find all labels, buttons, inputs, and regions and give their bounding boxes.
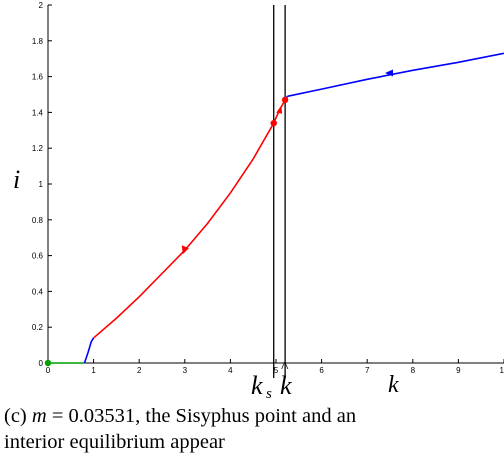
direction-arrow [181,245,189,255]
x-tick-label: 6 [319,366,324,375]
svg-text:^: ^ [281,359,289,376]
x-tick-label: 4 [228,366,233,375]
chart: 0 0.2 0.4 0.6 0.8 1 1.2 1.4 1.6 1.8 2 0 1 2 3 4 5 6 7 8 9 10… [13,1,504,400]
x-tick-label: 5 [274,366,279,375]
x-tick-label: 3 [183,366,188,375]
direction-arrow [276,105,283,114]
x-tick-label: 2 [137,366,142,375]
y-tick-label: 0 [39,359,44,368]
svg-text:s: s [266,386,272,400]
x-tick-label: 10 [500,366,504,375]
y-tick-label: 1.6 [32,73,44,82]
y-tick-label: 0.6 [32,252,44,261]
y-tick-label: 0.8 [32,216,44,225]
vline-label-ks: k s [251,371,272,400]
y-tick-label: 2 [39,1,44,10]
equilibrium-point [270,119,277,127]
figure-caption: (c) m = 0.03531, the Sisyphus point and … [4,403,504,455]
svg-text:k: k [251,371,263,400]
plot-area: 0 0.2 0.4 0.6 0.8 1 1.2 1.4 1.6 1.8 2 0 1 2 3 4 5 6 7 8 9 10 [32,1,504,378]
vline-label-khat: k ^ [280,359,292,400]
series-line [287,52,504,98]
x-ticks: 0 1 2 3 4 5 6 7 8 9 10 [46,359,504,375]
x-tick-label: 1 [91,366,96,375]
equilibrium-point [281,96,289,104]
y-tick-label: 1 [39,180,44,189]
marker-group [44,96,289,367]
x-tick-label: 7 [365,366,370,375]
direction-arrow [385,69,393,77]
series-group [48,52,504,364]
x-axis-label: k [388,372,399,398]
vertical-lines [273,5,286,378]
x-tick-label: 0 [46,366,51,375]
arrow-group [181,69,393,255]
series-line [93,122,275,339]
caption-line-2: interior equilibrium appear [4,431,225,453]
y-tick-label: 1.4 [32,108,44,117]
equilibrium-point [44,359,52,367]
x-tick-label: 8 [411,366,416,375]
series-line [83,337,95,364]
y-ticks: 0 0.2 0.4 0.6 0.8 1 1.2 1.4 1.6 1.8 2 [32,1,52,368]
svg-text:k: k [280,371,292,400]
y-tick-label: 0.4 [32,287,44,296]
caption-line-1: (c) m = 0.03531, the Sisyphus point and … [4,403,504,429]
caption-line1-rest: = 0.03531, the Sisyphus point and an [46,405,357,427]
y-tick-label: 0.2 [32,323,44,332]
y-tick-label: 1.8 [32,37,44,46]
y-axis-label: i [13,165,20,194]
x-tick-label: 9 [456,366,461,375]
caption-math: m [31,405,47,427]
y-tick-label: 1.2 [32,144,44,153]
caption-prefix: (c) [4,405,32,427]
